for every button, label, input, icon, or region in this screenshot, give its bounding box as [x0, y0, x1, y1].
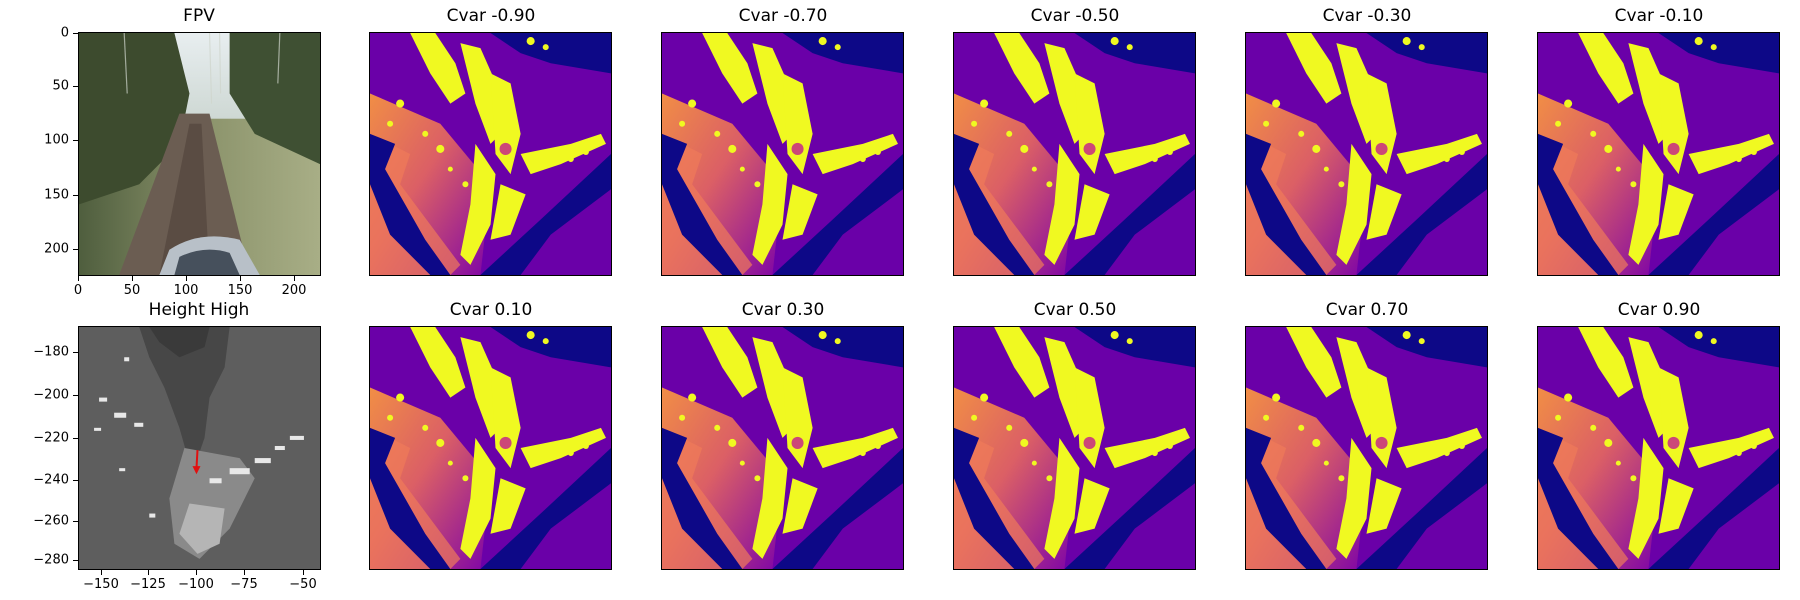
cvar-title: Cvar 0.90 [1617, 300, 1701, 320]
height-xtick: −50 [289, 577, 317, 592]
height-ytick: −260 [33, 513, 69, 529]
height-ytick: −240 [33, 472, 69, 488]
fpv-xtick: 150 [227, 283, 253, 298]
cvar-title: Cvar -0.30 [1322, 6, 1412, 26]
fpv-title: FPV [183, 6, 215, 26]
cvar-costmap [1537, 32, 1780, 276]
cvar-title: Cvar 0.70 [1325, 300, 1409, 320]
cvar-costmap [953, 326, 1196, 570]
height-ytick: −220 [33, 430, 69, 446]
cvar-title: Cvar 0.30 [741, 300, 825, 320]
heading-arrow-line [195, 449, 199, 469]
cvar-costmap [369, 326, 612, 570]
heading-arrow-head [192, 466, 201, 475]
cvar-costmap [1537, 326, 1780, 570]
cvar-title: Cvar 0.50 [1033, 300, 1117, 320]
fpv-ytick: 150 [44, 187, 69, 203]
height-ytick: −280 [33, 552, 69, 568]
fpv-xtick: 200 [281, 283, 307, 298]
fpv-ytick: 100 [44, 132, 69, 148]
height-xtick: −125 [130, 577, 166, 592]
cvar-costmap [661, 32, 904, 276]
cvar-title: Cvar -0.70 [738, 6, 828, 26]
height-map [78, 326, 321, 570]
height-xtick: −75 [230, 577, 258, 592]
cvar-costmap [1245, 326, 1488, 570]
cvar-costmap [1245, 32, 1488, 276]
cvar-costmap [369, 32, 612, 276]
fpv-ytick: 200 [44, 241, 69, 257]
fpv-ytick: 0 [60, 25, 69, 41]
height-xtick: −100 [178, 577, 214, 592]
height-xtick: −150 [83, 577, 119, 592]
fpv-xtick: 100 [173, 283, 199, 298]
cvar-title: Cvar -0.10 [1614, 6, 1704, 26]
cvar-costmap [953, 32, 1196, 276]
height-ytick: −200 [33, 387, 69, 403]
fpv-xtick: 0 [73, 283, 83, 298]
cvar-costmap [661, 326, 904, 570]
cvar-title: Cvar -0.90 [446, 6, 536, 26]
fpv-xtick: 50 [123, 283, 141, 298]
cvar-title: Cvar 0.10 [449, 300, 533, 320]
cvar-title: Cvar -0.50 [1030, 6, 1120, 26]
height-title: Height High [148, 300, 250, 320]
fpv-ytick: 50 [52, 78, 69, 94]
fpv-image [78, 32, 321, 276]
height-ytick: −180 [33, 344, 69, 360]
